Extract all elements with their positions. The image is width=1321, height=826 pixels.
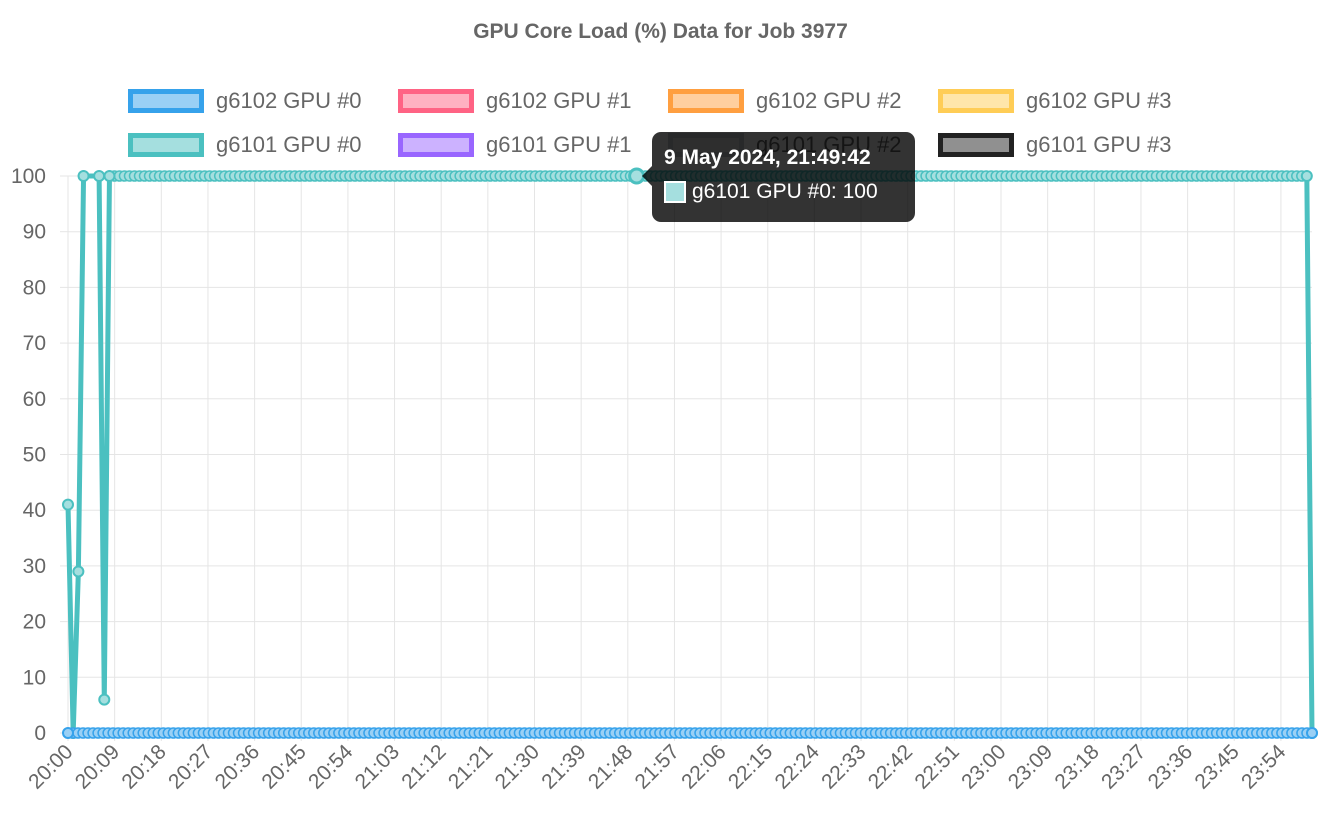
data-point <box>62 498 74 511</box>
y-tick-label: 90 <box>23 221 46 244</box>
x-tick-label: 21:21 <box>444 740 497 793</box>
data-point <box>1300 170 1313 182</box>
x-tick-label: 23:00 <box>957 740 1010 793</box>
x-tick-label: 20:09 <box>71 740 124 793</box>
x-tick-label: 23:09 <box>1004 740 1057 793</box>
x-tick-label: 20:45 <box>257 740 310 793</box>
data-point <box>98 693 111 706</box>
legend-item[interactable]: g6102 GPU #3 <box>938 86 1172 116</box>
y-tick-label: 10 <box>23 666 46 689</box>
legend-color-swatch <box>128 133 204 157</box>
legend-label: g6101 GPU #3 <box>1026 132 1172 157</box>
legend-color-swatch <box>398 89 474 113</box>
x-tick-label: 21:57 <box>631 740 684 793</box>
legend-item[interactable]: g6101 GPU #0 <box>128 130 362 160</box>
legend-color-swatch <box>668 89 744 113</box>
x-tick-label: 22:51 <box>910 740 963 793</box>
x-tick-label: 22:15 <box>724 740 777 793</box>
x-tick-label: 23:36 <box>1144 740 1197 793</box>
x-tick-label: 20:36 <box>211 740 264 793</box>
x-tick-label: 20:00 <box>24 740 77 793</box>
legend-color-swatch <box>128 89 204 113</box>
data-point <box>77 170 90 182</box>
legend-label: g6101 GPU #0 <box>216 132 362 157</box>
data-point <box>72 565 85 578</box>
y-tick-label: 100 <box>11 165 46 188</box>
x-tick-label: 21:48 <box>584 740 637 793</box>
x-tick-label: 22:33 <box>817 740 870 793</box>
y-tick-label: 20 <box>23 611 46 634</box>
y-tick-label: 40 <box>23 499 46 522</box>
legend-item[interactable]: g6102 GPU #1 <box>398 86 632 116</box>
data-point <box>93 170 106 182</box>
tooltip-title: 9 May 2024, 21:49:42 <box>664 146 871 169</box>
x-tick-label: 21:03 <box>351 740 404 793</box>
tooltip-label: g6101 GPU #0: 100 <box>692 180 878 203</box>
legend-item[interactable]: g6101 GPU #3 <box>938 130 1172 160</box>
tooltip-caret <box>642 166 652 186</box>
x-tick-label: 20:18 <box>117 740 170 793</box>
y-tick-label: 50 <box>23 444 46 467</box>
x-tick-label: 21:12 <box>397 740 450 793</box>
legend-item[interactable]: g6102 GPU #2 <box>668 86 902 116</box>
data-point <box>1306 727 1318 739</box>
legend-color-swatch <box>938 89 1014 113</box>
data-point <box>62 727 74 739</box>
x-tick-label: 22:42 <box>864 740 917 793</box>
legend-label: g6102 GPU #1 <box>486 88 632 113</box>
x-tick-label: 23:45 <box>1190 740 1243 793</box>
y-tick-label: 0 <box>34 722 46 745</box>
y-tick-label: 80 <box>23 276 46 299</box>
legend-item[interactable]: g6101 GPU #1 <box>398 130 632 160</box>
x-tick-label: 23:27 <box>1097 740 1150 793</box>
x-tick-label: 20:27 <box>164 740 217 793</box>
x-tick-label: 20:54 <box>304 740 358 794</box>
x-tick-label: 23:54 <box>1237 740 1291 794</box>
legend-item[interactable]: g6102 GPU #0 <box>128 86 362 116</box>
legend-color-swatch <box>938 133 1014 157</box>
y-tick-label: 70 <box>23 332 46 355</box>
legend-color-swatch <box>398 133 474 157</box>
y-tick-label: 30 <box>23 555 46 578</box>
x-tick-label: 21:30 <box>491 740 544 793</box>
tooltip-color-swatch <box>664 181 686 203</box>
x-tick-label: 23:18 <box>1050 740 1103 793</box>
x-tick-label: 21:39 <box>537 740 590 793</box>
legend-label: g6102 GPU #2 <box>756 88 902 113</box>
chart-title: GPU Core Load (%) Data for Job 3977 <box>473 20 848 43</box>
y-tick-label: 60 <box>23 388 46 411</box>
legend-label: g6102 GPU #3 <box>1026 88 1172 113</box>
tooltip-body: g6101 GPU #0: 100 <box>664 180 903 204</box>
x-tick-label: 22:24 <box>771 740 825 794</box>
x-tick-label: 22:06 <box>677 740 730 793</box>
chart-tooltip: 9 May 2024, 21:49:42 g6101 GPU #0: 100 <box>642 132 915 222</box>
legend-label: g6101 GPU #1 <box>486 132 632 157</box>
legend-label: g6102 GPU #0 <box>216 88 362 113</box>
data-point <box>103 170 116 182</box>
